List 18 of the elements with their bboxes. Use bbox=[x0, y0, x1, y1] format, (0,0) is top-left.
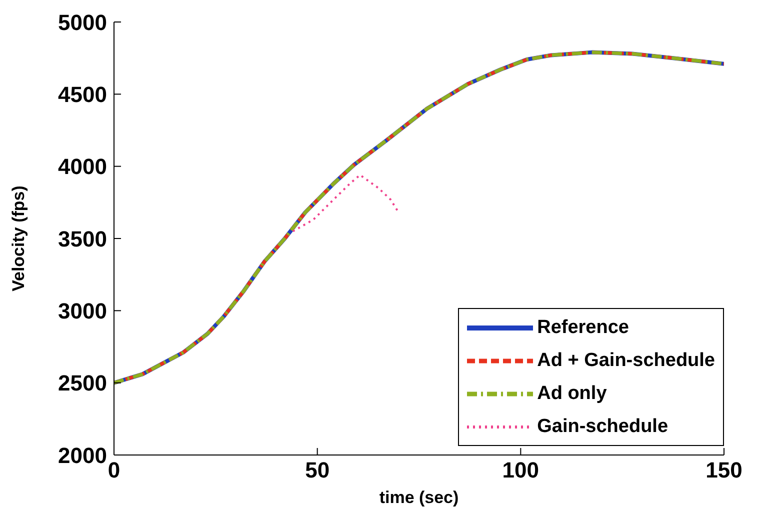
legend-label: Ad only bbox=[537, 382, 607, 404]
y-tick-label: 5000 bbox=[58, 10, 107, 35]
x-tick-label: 150 bbox=[706, 458, 742, 483]
x-tick-label: 0 bbox=[108, 458, 120, 483]
legend-label: Gain-schedule bbox=[537, 416, 668, 438]
y-tick-label: 2500 bbox=[58, 370, 107, 396]
y-tick-label: 4000 bbox=[58, 154, 107, 180]
x-tick-label: 100 bbox=[502, 458, 540, 483]
legend-label: Reference bbox=[537, 316, 629, 338]
y-tick-label: 3000 bbox=[58, 298, 107, 324]
x-tick-label: 50 bbox=[305, 458, 330, 483]
y-tick-label: 2000 bbox=[58, 442, 107, 468]
legend-label: Ad + Gain-schedule bbox=[537, 350, 715, 372]
x-axis-title: time (sec) bbox=[379, 488, 459, 507]
y-tick-label: 4500 bbox=[58, 82, 107, 107]
y-tick-label: 3500 bbox=[58, 226, 107, 252]
y-axis-title: Velocity (fps) bbox=[9, 186, 28, 292]
line-series bbox=[292, 174, 400, 232]
